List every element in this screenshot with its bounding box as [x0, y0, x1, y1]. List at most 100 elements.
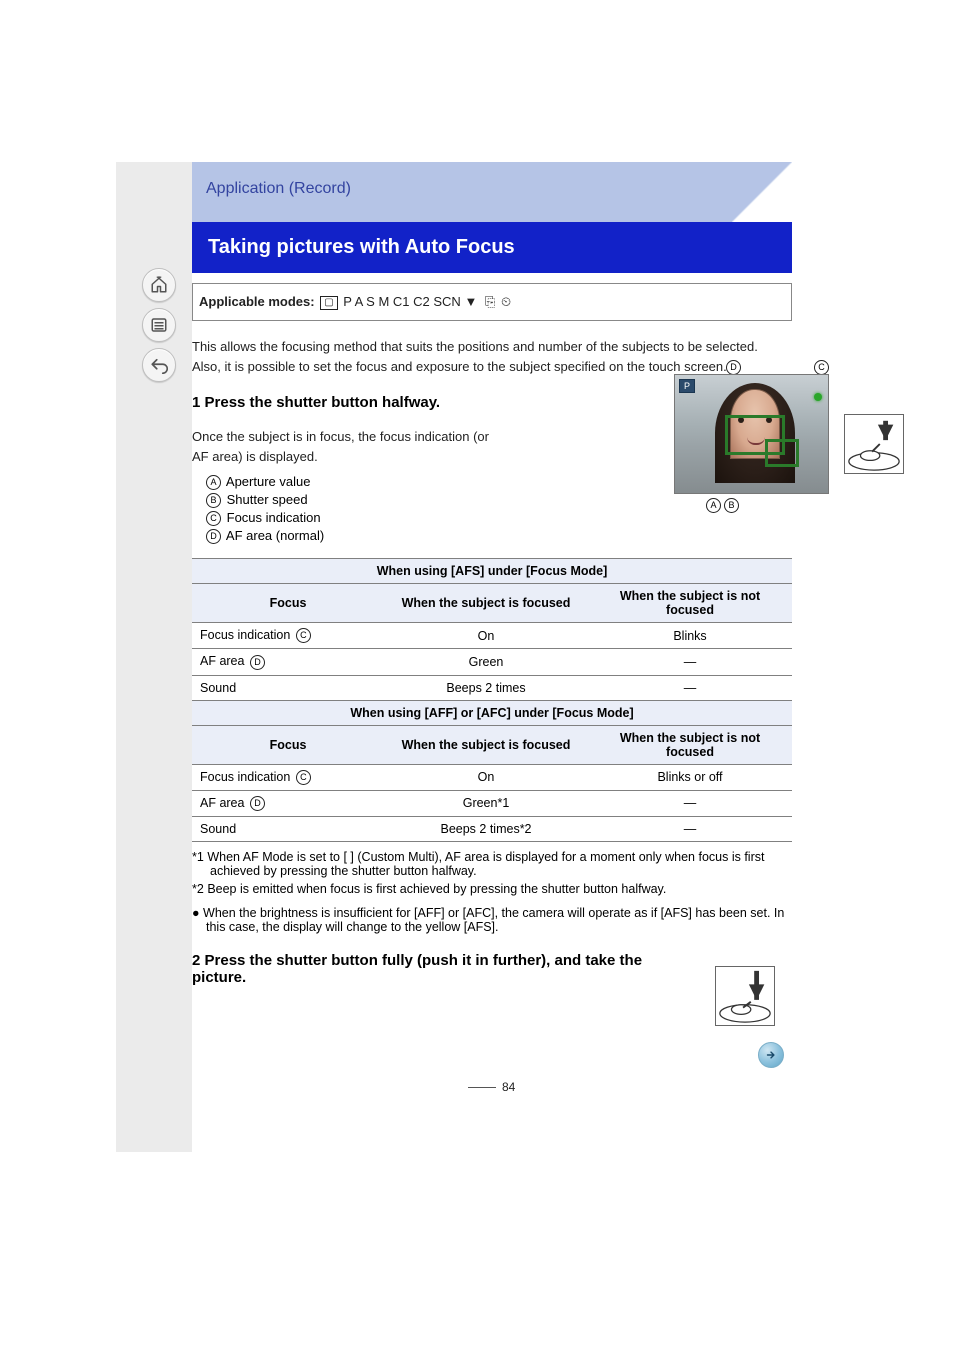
table-header-1: When using [AFS] under [Focus Mode] — [192, 559, 792, 584]
cell-on: Green — [384, 649, 588, 675]
table-row: When using [AFS] under [Focus Mode] — [192, 559, 792, 584]
page-number-value: 84 — [502, 1080, 515, 1094]
cell-text: Focus indication — [200, 770, 290, 784]
footnote-text: When AF Mode is set to [ ] (Custom Multi… — [207, 850, 764, 878]
step-2-heading: 2 Press the shutter button fully (push i… — [192, 952, 692, 986]
table-row: When using [AFF] or [AFC] under [Focus M… — [192, 700, 792, 725]
note-bullet: ● When the brightness is insufficient fo… — [192, 906, 792, 934]
col-focused: When the subject is focused — [384, 725, 588, 764]
burst-icon: ⎘ — [485, 294, 495, 309]
circle-c-icon: C — [296, 628, 311, 643]
page-title-bar: Taking pictures with Auto Focus — [192, 222, 792, 273]
footnotes: *1 When AF Mode is set to [ ] (Custom Mu… — [192, 850, 792, 934]
cell-off: — — [588, 649, 792, 675]
content-column: Application (Record) Taking pictures wit… — [192, 162, 792, 992]
callout-d: D — [724, 360, 743, 375]
page-title: Taking pictures with Auto Focus — [208, 236, 515, 258]
focus-indicator-dot — [814, 393, 822, 401]
row-label: Focus indication C — [192, 764, 384, 790]
home-icon — [150, 276, 168, 294]
breadcrumb: Application (Record) — [192, 162, 792, 222]
col-focused: When the subject is focused — [384, 584, 588, 623]
cell-off: Blinks — [588, 623, 792, 649]
down-triangle-icon: ▼ — [464, 294, 477, 309]
table-row: Focus indication C On Blinks — [192, 623, 792, 649]
footnote-mark: *2 — [192, 882, 204, 896]
table-row: AF area D Green — — [192, 649, 792, 675]
next-page-button[interactable] — [758, 1042, 784, 1068]
auto-mode-icon: ▢ — [320, 296, 337, 310]
legend-a-label: Aperture value — [226, 474, 311, 489]
cell-on: Beeps 2 times — [384, 675, 588, 700]
table-row: Focus When the subject is focused When t… — [192, 725, 792, 764]
manual-page: Application (Record) Taking pictures wit… — [0, 0, 954, 1348]
page-number: 84 — [468, 1080, 515, 1094]
cell-on: Beeps 2 times*2 — [384, 817, 588, 842]
bullet-text: When the brightness is insufficient for … — [203, 906, 784, 934]
menu-button[interactable] — [142, 308, 176, 342]
table-header-2: When using [AFF] or [AFC] under [Focus M… — [192, 700, 792, 725]
af-sub-box — [765, 439, 799, 467]
table-row: Sound Beeps 2 times*2 — — [192, 817, 792, 842]
cell-off: — — [588, 817, 792, 842]
focus-table-afs: When using [AFS] under [Focus Mode] Focu… — [192, 558, 792, 842]
row-label: Sound — [192, 817, 384, 842]
callout-b: B — [722, 498, 741, 513]
col-focus: Focus — [192, 725, 384, 764]
row-label: Focus indication C — [192, 623, 384, 649]
arrow-right-icon — [764, 1048, 778, 1062]
back-button[interactable] — [142, 348, 176, 382]
modes-list: P A S M C1 C2 SCN — [343, 294, 461, 309]
cell-off: — — [588, 790, 792, 816]
cell-text: AF area — [200, 654, 244, 668]
circle-d-icon: D — [726, 360, 741, 375]
circle-c-icon: C — [206, 511, 221, 526]
circle-d-icon: D — [250, 796, 265, 811]
circle-c-icon: C — [296, 770, 311, 785]
intro-line-1: This allows the focusing method that sui… — [192, 337, 792, 357]
menu-icon — [150, 316, 168, 334]
cell-text: Focus indication — [200, 628, 290, 642]
shutter-full-press-diagram — [715, 966, 775, 1026]
circle-b-icon: B — [724, 498, 739, 513]
step-1-text: Once the subject is in focus, the focus … — [192, 427, 492, 466]
lcd-preview: P — [674, 374, 829, 494]
table-row: Sound Beeps 2 times — — [192, 675, 792, 700]
p-mode-badge: P — [679, 379, 695, 393]
bullet-icon: ● — [192, 906, 200, 920]
table-row: Focus When the subject is focused When t… — [192, 584, 792, 623]
row-label: AF area D — [192, 790, 384, 816]
circle-a-icon: A — [706, 498, 721, 513]
cell-on: Green*1 — [384, 790, 588, 816]
legend-c-label: Focus indication — [227, 510, 321, 525]
cell-off: Blinks or off — [588, 764, 792, 790]
legend-d: D AF area (normal) — [204, 528, 792, 544]
row-label: Sound — [192, 675, 384, 700]
home-button[interactable] — [142, 268, 176, 302]
table-row: Focus indication C On Blinks or off — [192, 764, 792, 790]
intro-paragraph: This allows the focusing method that sui… — [192, 337, 792, 376]
footnote-mark: *1 — [192, 850, 204, 864]
col-focus: Focus — [192, 584, 384, 623]
callout-a: A — [704, 498, 723, 513]
cell-off: — — [588, 675, 792, 700]
footnote-text: Beep is emitted when focus is first achi… — [207, 882, 666, 896]
lcd-figure: D C P A B — [674, 374, 904, 494]
callout-c: C — [812, 360, 831, 375]
cell-on: On — [384, 764, 588, 790]
shutter-half-press-diagram — [844, 414, 904, 474]
col-not-focused: When the subject is not focused — [588, 725, 792, 764]
circle-b-icon: B — [206, 493, 221, 508]
circle-d-icon: D — [250, 655, 265, 670]
cell-on: On — [384, 623, 588, 649]
row-label: AF area D — [192, 649, 384, 675]
circle-c-icon: C — [814, 360, 829, 375]
timer-icon: ⏲ — [501, 294, 511, 309]
circle-a-icon: A — [206, 475, 221, 490]
table-row: AF area D Green*1 — — [192, 790, 792, 816]
col-not-focused: When the subject is not focused — [588, 584, 792, 623]
footnote-2: *2 Beep is emitted when focus is first a… — [192, 882, 792, 896]
legend-d-label: AF area (normal) — [226, 528, 324, 543]
footnote-1: *1 When AF Mode is set to [ ] (Custom Mu… — [192, 850, 792, 878]
circle-d-icon: D — [206, 529, 221, 544]
